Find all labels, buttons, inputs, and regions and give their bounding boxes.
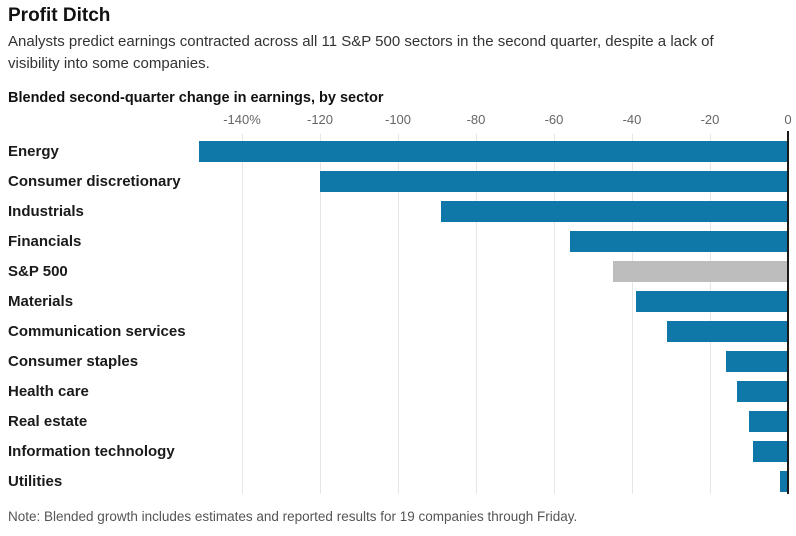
category-label-communication-services: Communication services (8, 323, 186, 340)
axis-tick-label: -120 (306, 112, 334, 127)
category-label-materials: Materials (8, 293, 74, 310)
category-label-energy: Energy (8, 143, 59, 160)
category-label-consumer-discretionary: Consumer discretionary (8, 173, 181, 190)
gridline (241, 134, 243, 494)
note-text: Note: Blended growth includes estimates … (8, 509, 578, 524)
gridline (475, 134, 477, 494)
bar-energy (199, 141, 788, 162)
gridline (319, 134, 321, 494)
axis-tick-label: -40 (622, 112, 642, 127)
bar-health-care (737, 381, 788, 402)
axis-tick-label: -140% (223, 112, 261, 127)
category-label-financials: Financials (8, 233, 82, 250)
axis-tick-label: 0 (784, 112, 792, 127)
axis-tick-label: -100 (384, 112, 412, 127)
category-label-industrials: Industrials (8, 203, 84, 220)
axis-tick-label: -60 (544, 112, 564, 127)
category-label-health-care: Health care (8, 383, 89, 400)
bar-industrials (440, 201, 788, 222)
gridline (709, 134, 711, 494)
bar-materials (635, 291, 788, 312)
bar-communication-services (667, 321, 788, 342)
axis-tick-label: -20 (700, 112, 720, 127)
category-label-real-estate: Real estate (8, 413, 88, 430)
category-label-consumer-staples: Consumer staples (8, 353, 139, 370)
category-label-information-technology: Information technology (8, 443, 175, 460)
gridline (631, 134, 633, 494)
bar-consumer-discretionary (320, 171, 788, 192)
bar-consumer-staples (725, 351, 788, 372)
bar-utilities (780, 471, 788, 492)
chart-heading: Blended second-quarter change in earning… (8, 90, 384, 106)
bar-s-p-500 (612, 261, 788, 282)
category-label-utilities: Utilities (8, 473, 63, 490)
bar-real-estate (749, 411, 788, 432)
page-title: Profit Ditch (8, 5, 111, 26)
category-label-s-p-500: S&P 500 (8, 263, 68, 280)
zero-axis-line (787, 131, 789, 494)
gridline (397, 134, 399, 494)
gridline (553, 134, 555, 494)
bar-information-technology (752, 441, 788, 462)
chart-subtitle: Analysts predict earnings contracted acr… (8, 33, 714, 72)
bar-financials (569, 231, 788, 252)
axis-tick-label: -80 (466, 112, 486, 127)
